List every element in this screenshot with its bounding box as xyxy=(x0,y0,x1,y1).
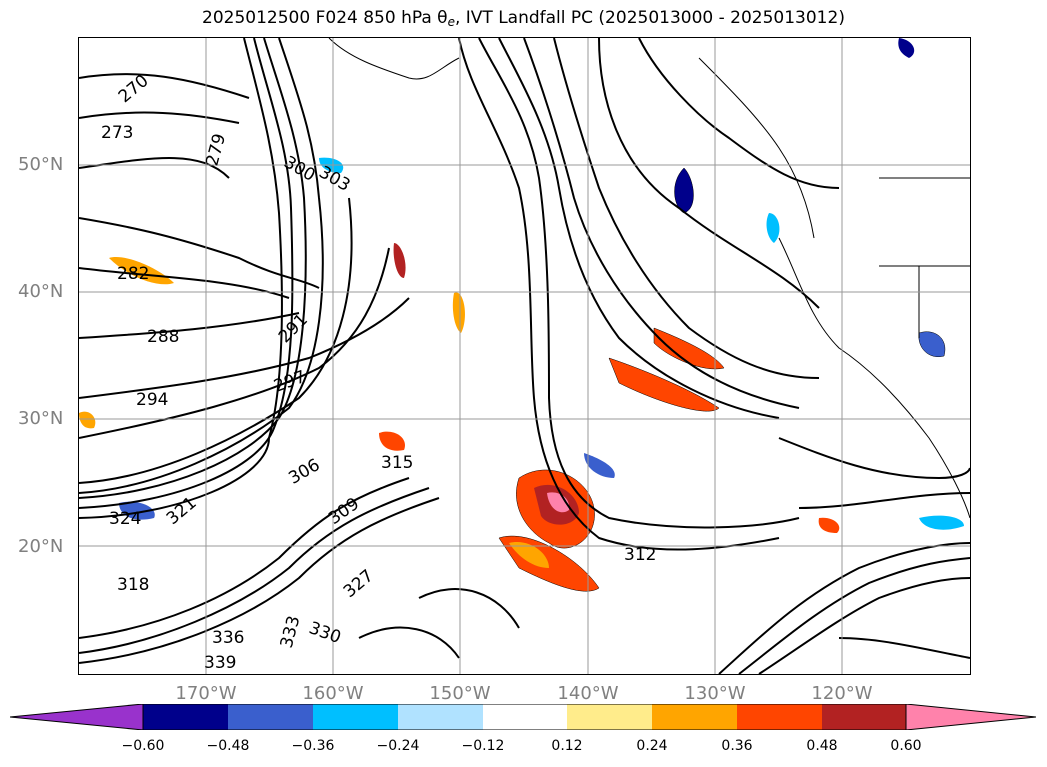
colorbar-bin xyxy=(313,704,398,730)
colorbar-extend-right xyxy=(905,704,1036,730)
title-rest: , IVT Landfall PC (2025013000 - 20250130… xyxy=(454,8,845,28)
colorbar-tick: 0.60 xyxy=(890,738,922,754)
colorbar-bin xyxy=(652,704,737,730)
colorbar-tick: −0.60 xyxy=(121,738,165,754)
contour-label: 288 xyxy=(147,327,179,347)
colorbar-bin xyxy=(483,704,567,730)
lon-label-120w: 120°W xyxy=(811,683,873,704)
contour-label: 312 xyxy=(624,545,656,565)
lon-label-150w: 150°W xyxy=(429,683,491,704)
shaded-anomalies xyxy=(79,38,964,592)
contour-label: 282 xyxy=(117,264,149,284)
colorbar-tick: −0.48 xyxy=(206,738,250,754)
map-panel: 270 273 279 282 288 291 294 297 300 303 … xyxy=(79,38,970,674)
colorbar-extend-left xyxy=(10,704,144,730)
contour-label: 339 xyxy=(204,653,236,673)
lon-label-130w: 130°W xyxy=(684,683,746,704)
colorbar-tick: 0.36 xyxy=(721,738,753,754)
colorbar-bin xyxy=(822,704,906,730)
colorbar-tick: −0.36 xyxy=(291,738,335,754)
colorbar-tick: −0.24 xyxy=(376,738,420,754)
contour-label: 294 xyxy=(136,390,168,410)
colorbar-bin xyxy=(228,704,313,730)
colorbar-tick: 0.12 xyxy=(551,738,583,754)
map-title: 2025012500 F024 850 hPa θe, IVT Landfall… xyxy=(0,8,1047,29)
colorbar-tick: 0.48 xyxy=(806,738,838,754)
title-main: 2025012500 F024 850 hPa θ xyxy=(202,8,448,28)
lat-label-50n: 50°N xyxy=(18,154,64,175)
contour-label: 336 xyxy=(212,628,244,648)
colorbar-tick: 0.24 xyxy=(636,738,668,754)
coastline xyxy=(328,38,970,519)
contour-label: 318 xyxy=(117,575,149,595)
colorbar-tick: −0.12 xyxy=(461,738,505,754)
contour-label: 315 xyxy=(381,453,413,473)
colorbar-bin xyxy=(737,704,822,730)
colorbar-bin xyxy=(398,704,483,730)
lon-label-140w: 140°W xyxy=(557,683,619,704)
map-frame xyxy=(78,37,971,675)
lat-label-30n: 30°N xyxy=(18,408,64,429)
lon-label-160w: 160°W xyxy=(302,683,364,704)
lon-label-170w: 170°W xyxy=(175,683,237,704)
colorbar-bin xyxy=(143,704,228,730)
lat-label-40n: 40°N xyxy=(18,281,64,302)
title-subscript: e xyxy=(447,15,455,29)
contour-label: 324 xyxy=(109,509,141,529)
contour-label: 273 xyxy=(101,123,133,143)
gridlines xyxy=(79,38,970,674)
colorbar xyxy=(10,704,1036,730)
colorbar-bin xyxy=(567,704,652,730)
lat-label-20n: 20°N xyxy=(18,536,64,557)
